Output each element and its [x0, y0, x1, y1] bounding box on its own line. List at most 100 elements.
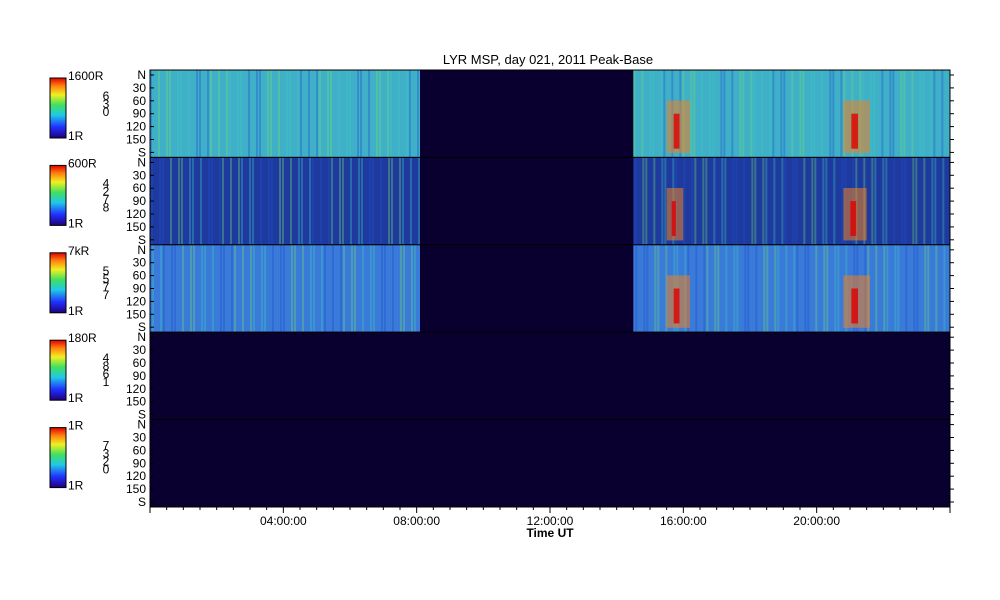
y-tick-label: 120 — [126, 382, 146, 396]
y-tick-label: S — [138, 495, 146, 509]
texture-stripe — [248, 70, 250, 158]
texture-stripe — [267, 70, 269, 158]
colorbar — [49, 252, 67, 314]
texture-stripe — [913, 244, 916, 333]
texture-stripe — [278, 70, 280, 158]
y-tick-label: 30 — [133, 168, 147, 182]
texture-stripe — [253, 244, 255, 333]
texture-stripe — [826, 244, 829, 333]
texture-stripe — [361, 157, 363, 245]
texture-stripe — [901, 157, 904, 245]
texture-stripe — [633, 70, 636, 158]
texture-stripe — [642, 157, 645, 245]
texture-stripe — [261, 244, 263, 333]
texture-stripe — [765, 157, 768, 245]
texture-stripe — [822, 157, 825, 245]
wavelength-digit: 7 — [103, 192, 110, 206]
y-tick-label: 120 — [126, 207, 146, 221]
texture-stripe — [742, 70, 745, 158]
texture-stripe — [811, 157, 814, 245]
wavelength-digit: 5 — [103, 264, 110, 278]
texture-stripe — [369, 157, 371, 245]
texture-stripe — [180, 70, 182, 158]
x-axis: 04:00:00 08:00:00 12:00:00 16:00:00 20:00:00 — [149, 506, 951, 528]
texture-stripe — [327, 70, 329, 158]
texture-stripe — [875, 244, 878, 333]
texture-stripe — [392, 244, 394, 333]
texture-stripe — [349, 70, 351, 158]
texture-stripe — [174, 244, 176, 333]
x-tick-label: 16:00:00 — [660, 514, 707, 528]
y-tick-label: N — [137, 330, 146, 344]
texture-stripe — [192, 157, 194, 245]
y-tick-label: 60 — [133, 269, 147, 283]
y-tick-label: 90 — [133, 282, 147, 296]
texture-stripe — [368, 70, 370, 158]
texture-stripe — [268, 157, 270, 245]
y-tick-label: 90 — [133, 369, 147, 383]
texture-stripe — [919, 70, 922, 158]
texture-stripe — [196, 70, 198, 158]
texture-stripe — [903, 70, 906, 158]
texture-stripe — [379, 70, 381, 158]
texture-stripe — [280, 244, 282, 333]
texture-stripe — [934, 157, 937, 245]
texture-stripe — [351, 244, 353, 333]
texture-stripe — [190, 244, 192, 333]
texture-stripe — [310, 244, 312, 333]
texture-stripe — [735, 157, 738, 245]
texture-stripe — [321, 244, 323, 333]
texture-stripe — [166, 70, 168, 158]
texture-stripe — [199, 70, 201, 158]
texture-stripe — [705, 157, 708, 245]
texture-stripe — [200, 157, 202, 245]
texture-stripe — [171, 244, 173, 333]
texture-stripe — [709, 70, 712, 158]
texture-stripe — [829, 70, 832, 158]
panel-data-region — [633, 419, 950, 507]
texture-stripe — [272, 244, 274, 333]
texture-stripe — [346, 70, 348, 158]
texture-stripe — [753, 70, 756, 158]
panels-group: N306090120150S6301600R1RN306090120150S42… — [49, 68, 954, 509]
texture-stripe — [270, 70, 272, 158]
x-axis-label: Time UT — [526, 526, 574, 540]
wavelength-digit: 3 — [103, 97, 110, 111]
texture-stripe — [350, 157, 352, 245]
texture-stripe — [904, 157, 907, 245]
aurora-core — [673, 288, 680, 324]
texture-stripe — [189, 157, 191, 245]
wavelength-digit: 6 — [103, 367, 110, 381]
texture-stripe — [883, 244, 886, 333]
colorbar-min-label: 1R — [68, 304, 84, 318]
texture-stripe — [411, 244, 413, 333]
texture-stripe — [271, 157, 273, 245]
y-tick-label: S — [138, 320, 146, 334]
wavelength-digit: 7 — [103, 288, 110, 302]
y-tick-label: S — [138, 233, 146, 247]
texture-stripe — [732, 157, 735, 245]
texture-stripe — [823, 244, 826, 333]
wavelength-digit: 5 — [103, 272, 110, 286]
texture-stripe — [665, 244, 668, 333]
texture-stripe — [207, 70, 209, 158]
texture-stripe — [204, 244, 206, 333]
y-tick-label: N — [137, 155, 146, 169]
texture-stripe — [210, 70, 212, 158]
texture-stripe — [834, 244, 837, 333]
texture-stripe — [873, 70, 876, 158]
texture-stripe — [900, 70, 903, 158]
colorbar-max-label: 1R — [68, 419, 84, 433]
texture-stripe — [892, 70, 895, 158]
texture-stripe — [881, 70, 884, 158]
texture-stripe — [833, 157, 836, 245]
texture-stripe — [242, 244, 244, 333]
texture-stripe — [792, 157, 795, 245]
texture-stripe — [222, 157, 224, 245]
texture-stripe — [713, 157, 716, 245]
wavelength-digit: 2 — [103, 184, 110, 198]
texture-stripe — [657, 244, 660, 333]
texture-stripe — [400, 244, 402, 333]
texture-stripe — [343, 244, 345, 333]
texture-stripe — [402, 157, 404, 245]
